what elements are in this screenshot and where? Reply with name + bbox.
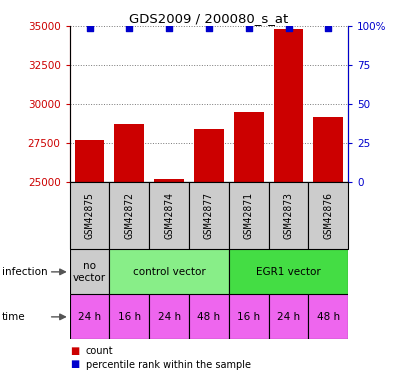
Text: control vector: control vector [133,267,205,277]
Text: time: time [2,312,25,322]
Point [86,25,93,31]
Text: 24 h: 24 h [158,312,181,322]
Bar [229,294,269,339]
Text: 24 h: 24 h [78,312,101,322]
Text: percentile rank within the sample: percentile rank within the sample [86,360,251,369]
Text: GSM42874: GSM42874 [164,192,174,239]
Text: 48 h: 48 h [317,312,340,322]
Text: GSM42873: GSM42873 [283,192,294,239]
Bar [75,140,104,182]
Bar [189,182,229,249]
Bar [109,249,229,294]
Text: 24 h: 24 h [277,312,300,322]
Bar [149,182,189,249]
Bar [308,294,348,339]
Text: GSM42877: GSM42877 [204,192,214,239]
Bar [274,29,304,182]
Bar [115,124,144,182]
Bar [109,294,149,339]
Title: GDS2009 / 200080_s_at: GDS2009 / 200080_s_at [129,12,289,25]
Text: infection: infection [2,267,48,277]
Bar [109,182,149,249]
Bar [154,179,184,182]
Point [126,25,133,31]
Text: 16 h: 16 h [237,312,260,322]
Bar [70,249,109,294]
Text: ■: ■ [70,346,79,356]
Text: GSM42875: GSM42875 [84,192,95,239]
Text: 48 h: 48 h [197,312,220,322]
Point [285,25,292,31]
Bar [149,294,189,339]
Bar [314,117,343,182]
Bar [308,182,348,249]
Bar [234,112,264,182]
Text: GSM42872: GSM42872 [124,192,135,239]
Bar [189,294,229,339]
Point [325,25,332,31]
Text: EGR1 vector: EGR1 vector [256,267,321,277]
Bar [70,294,109,339]
Point [246,25,252,31]
Bar [70,182,109,249]
Bar [269,294,308,339]
Text: GSM42871: GSM42871 [244,192,254,239]
Text: ■: ■ [70,360,79,369]
Bar [229,182,269,249]
Bar [194,129,224,182]
Text: 16 h: 16 h [118,312,141,322]
Text: GSM42876: GSM42876 [323,192,334,239]
Bar [229,249,348,294]
Text: count: count [86,346,113,356]
Point [166,25,172,31]
Point [206,25,212,31]
Text: no
vector: no vector [73,261,106,283]
Bar [269,182,308,249]
